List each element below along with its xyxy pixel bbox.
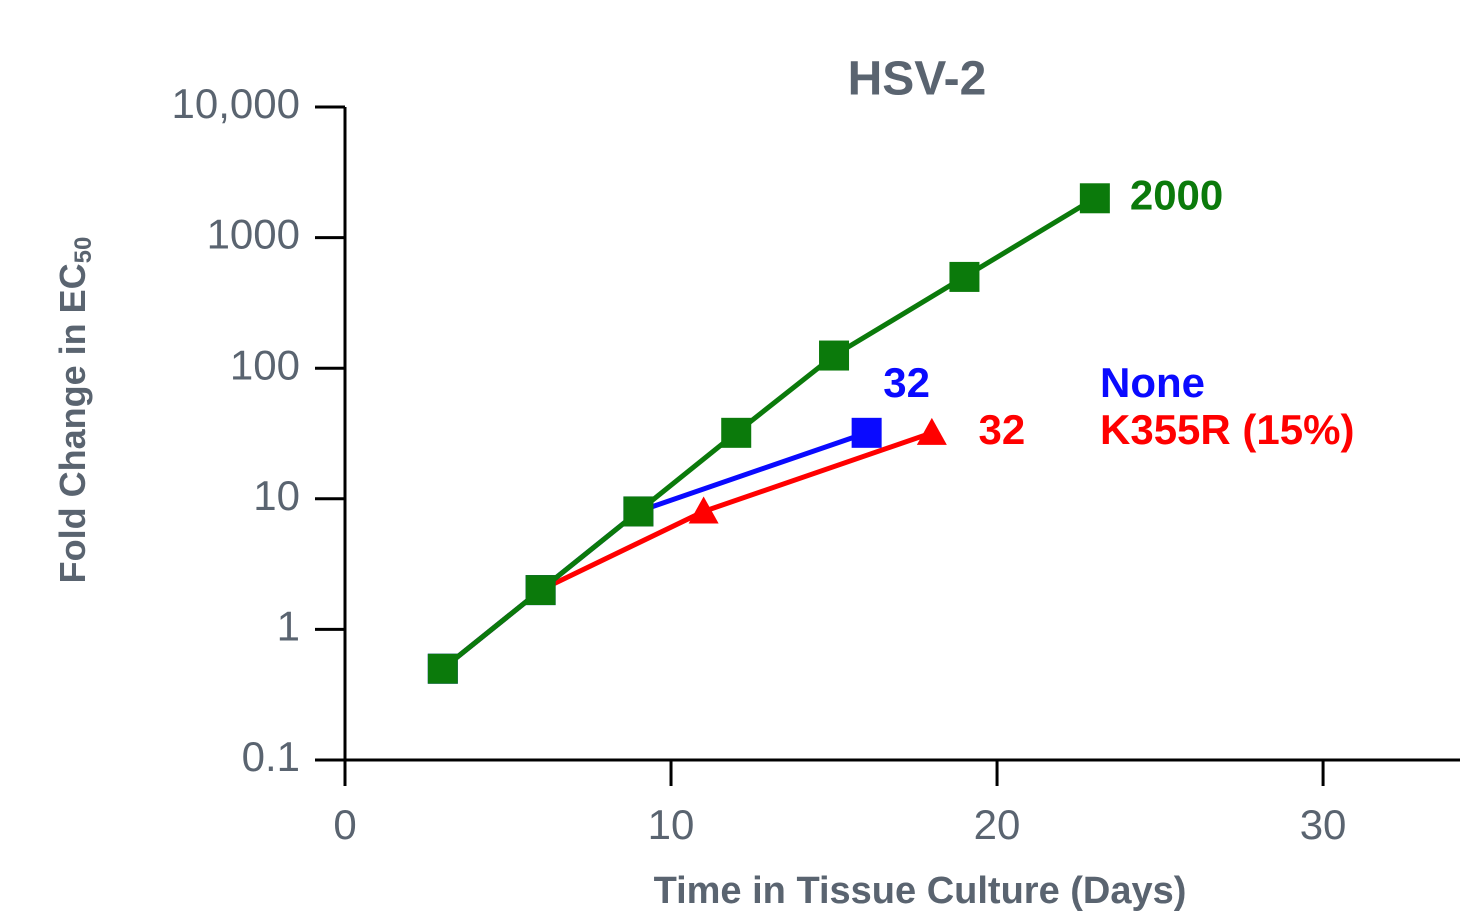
legend-label: K355R (15%): [1100, 406, 1354, 453]
y-axis-label-text: Fold Change in EC: [52, 263, 93, 583]
x-tick-label: 0: [333, 801, 356, 848]
y-tick-label: 0.1: [242, 733, 300, 780]
square-marker: [721, 417, 752, 448]
x-tick-label: 10: [648, 801, 695, 848]
square-marker: [949, 261, 980, 292]
y-tick-label: 100: [230, 341, 300, 388]
legend-label: None: [1100, 359, 1205, 406]
square-marker: [427, 653, 458, 684]
square-marker: [819, 340, 850, 371]
x-tick-label: 20: [974, 801, 1021, 848]
end-value-label: 2000: [1130, 171, 1223, 218]
series-line: [441, 430, 933, 671]
y-tick-label: 1000: [207, 211, 300, 258]
y-axis-label-subscript: 50: [70, 237, 97, 264]
square-marker: [525, 575, 556, 606]
y-tick-label: 1: [277, 602, 300, 649]
end-value-label: 32: [883, 359, 930, 406]
square-marker: [623, 496, 654, 527]
end-value-label: 32: [978, 406, 1025, 453]
series-line: [441, 430, 868, 671]
y-tick-label: 10,000: [172, 80, 300, 127]
y-tick-label: 10: [253, 472, 300, 519]
triangle-marker: [688, 496, 719, 524]
chart-title: HSV-2: [848, 53, 987, 106]
x-axis-label: Time in Tissue Culture (Days): [654, 870, 1187, 912]
triangle-marker: [916, 417, 947, 445]
y-axis-label: Fold Change in EC50: [52, 237, 98, 584]
square-marker: [1079, 183, 1110, 214]
square-marker: [851, 417, 882, 448]
x-tick-label: 30: [1300, 801, 1347, 848]
